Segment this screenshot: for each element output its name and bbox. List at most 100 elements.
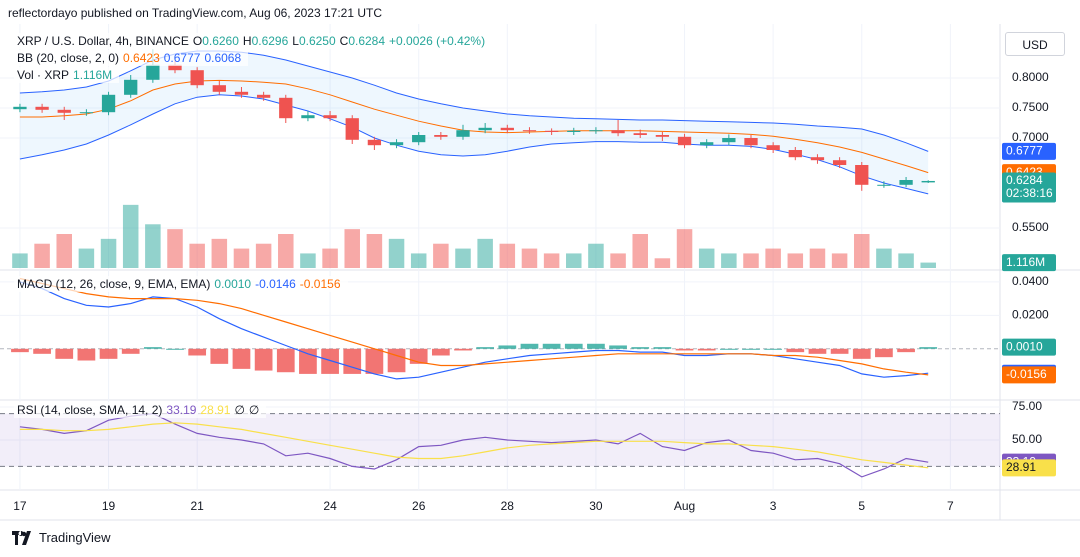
candle-body xyxy=(124,79,138,95)
volume-bar xyxy=(344,229,360,268)
macd-label: MACD (12, 26, close, 9, EMA, EMA) xyxy=(17,277,211,291)
volume-value: 1.116M xyxy=(73,68,113,82)
histogram-bar xyxy=(587,343,605,349)
ohlc-value: 0.6284 xyxy=(348,34,386,48)
footer-text: TradingView xyxy=(39,530,111,545)
volume-bar xyxy=(189,243,205,268)
histogram-bar xyxy=(897,348,915,353)
candle-body xyxy=(921,180,935,183)
attribution: reflectordayo published on TradingView.c… xyxy=(8,6,383,20)
candle-body xyxy=(810,157,825,161)
volume-bar xyxy=(743,253,759,268)
candle-body xyxy=(700,142,714,146)
candle-body xyxy=(655,135,670,137)
histogram-bar xyxy=(409,348,428,364)
ohlc-value: 0.6296 xyxy=(251,34,289,48)
volume-bar xyxy=(765,248,781,268)
indicator-line xyxy=(19,412,929,478)
bb-legend: BB (20, close, 2, 0) 0.6423 0.6777 0.6068 xyxy=(14,50,249,66)
candle-body xyxy=(434,135,448,137)
macd-legend: MACD (12, 26, close, 9, EMA, EMA) 0.0010-… xyxy=(14,276,348,292)
volume-bar xyxy=(499,243,516,268)
volume-bar xyxy=(388,238,405,268)
histogram-bar xyxy=(719,348,738,350)
macd-value: -0.0146 xyxy=(255,277,296,291)
volume-bar xyxy=(676,229,693,268)
histogram-bar xyxy=(299,348,317,374)
histogram-bar xyxy=(276,348,295,373)
candle-body xyxy=(256,94,271,98)
candle-body xyxy=(899,180,913,185)
volume-bar xyxy=(167,229,183,268)
histogram-bar xyxy=(33,348,51,354)
candle-body xyxy=(633,133,647,135)
footer: TradingView xyxy=(12,530,111,545)
histogram-bar xyxy=(498,345,517,349)
histogram-bar xyxy=(254,348,273,371)
x-tick-label: 19 xyxy=(102,499,116,513)
candle-body xyxy=(323,115,337,119)
volume-bar xyxy=(566,253,582,268)
volume-bar xyxy=(233,248,250,268)
rsi-legend: RSI (14, close, SMA, 14, 2) 33.19 28.91 ∅ ∅ xyxy=(14,402,267,418)
candle-body xyxy=(190,70,204,86)
currency-button[interactable]: USD xyxy=(1005,32,1065,56)
candle-body xyxy=(522,130,537,132)
volume-bar xyxy=(78,248,95,268)
candle-body xyxy=(677,136,692,146)
histogram-bar xyxy=(77,348,96,361)
volume-bar xyxy=(588,243,604,268)
volume-bar xyxy=(477,238,493,268)
histogram-bar xyxy=(387,348,406,373)
price-badge xyxy=(1002,366,1056,384)
volume-bar xyxy=(854,234,870,268)
volume-label: Vol · XRP xyxy=(17,68,70,82)
price-badge xyxy=(1002,459,1056,477)
volume-bar xyxy=(809,248,826,268)
rsi-flag: ∅ xyxy=(234,403,245,417)
candle-body xyxy=(567,130,581,132)
indicator-line xyxy=(19,79,929,174)
rsi-band xyxy=(0,413,1000,467)
histogram-bar xyxy=(808,348,827,354)
volume-bar xyxy=(898,253,914,268)
candle-body xyxy=(345,118,359,140)
candle-body xyxy=(722,138,736,143)
candle-body xyxy=(168,64,182,71)
histogram-bar xyxy=(875,348,893,358)
histogram-bar xyxy=(343,348,362,374)
y-tick-label: 0.8000 xyxy=(1012,70,1049,84)
candle-body xyxy=(367,139,382,146)
x-tick-label: 26 xyxy=(412,499,426,513)
x-tick-label: 7 xyxy=(947,499,954,513)
histogram-bar xyxy=(675,348,694,351)
volume-bar xyxy=(100,238,117,268)
symbol-title: XRP / U.S. Dollar, 4h, BINANCE xyxy=(17,34,189,48)
ohlc-value: 0.6250 xyxy=(298,34,336,48)
candle-body xyxy=(456,130,470,137)
badge-label: 0.0010 xyxy=(1006,339,1043,353)
x-tick-label: 30 xyxy=(589,499,603,513)
candle-body xyxy=(146,64,160,80)
histogram-bar xyxy=(919,347,938,349)
candle-body xyxy=(57,109,71,113)
candle-body xyxy=(79,112,94,114)
candle-body xyxy=(744,138,758,146)
change: +0.0026 (+0.42%) xyxy=(389,34,486,48)
candle-body xyxy=(234,91,249,95)
histogram-bar xyxy=(121,348,140,354)
x-tick-label: 24 xyxy=(323,499,337,513)
bb-fill xyxy=(19,51,929,194)
volume-bar xyxy=(122,204,139,268)
volume-bar xyxy=(278,234,294,268)
x-tick-label: 3 xyxy=(770,499,777,513)
y-tick-label: 0.0200 xyxy=(1012,308,1049,322)
histogram-bar xyxy=(786,348,805,353)
logo xyxy=(12,530,31,545)
candle-body xyxy=(35,106,49,110)
histogram-bar xyxy=(365,348,384,374)
histogram-bar xyxy=(609,345,627,349)
histogram-bar xyxy=(431,348,450,356)
badge-label: 28.91 xyxy=(1006,460,1036,474)
badge-label: 1.116M xyxy=(1006,255,1045,269)
